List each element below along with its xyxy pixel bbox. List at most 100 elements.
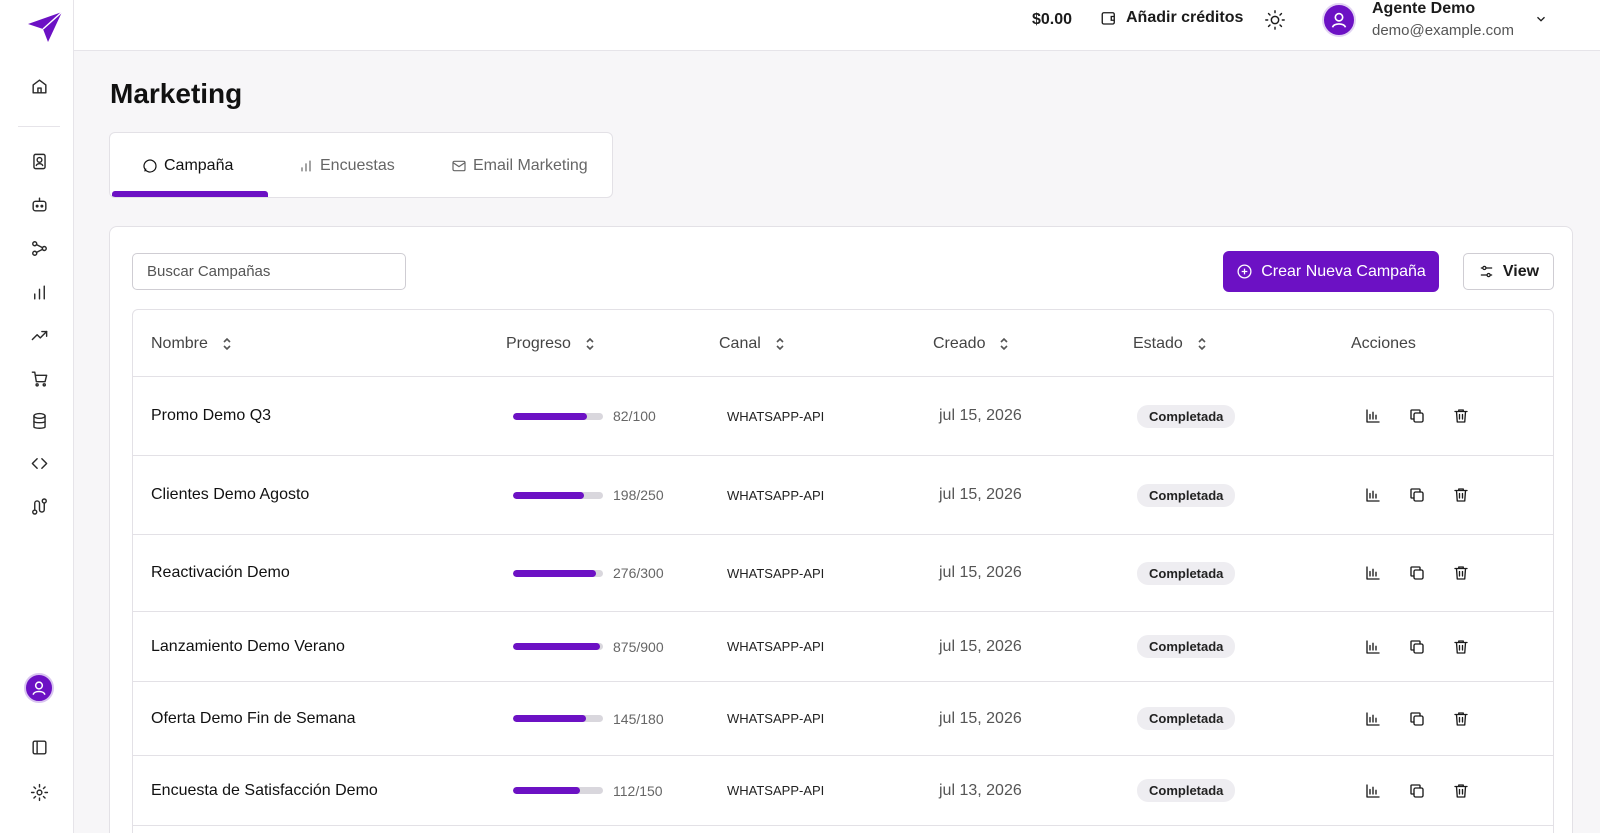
campaign-name[interactable]: Oferta Demo Fin de Semana — [151, 709, 356, 727]
code-icon[interactable] — [22, 446, 56, 480]
table-row: Clientes Demo Agosto 198/250 WHATSAPP-AP… — [133, 456, 1553, 535]
stats-icon[interactable] — [1363, 485, 1383, 505]
trash-icon[interactable] — [1451, 637, 1471, 657]
stats-icon[interactable] — [1363, 563, 1383, 583]
stats-icon[interactable] — [1363, 637, 1383, 657]
campaigns-table: Nombre Progreso Canal Creado Estado Acci… — [132, 309, 1554, 833]
actions-cell — [1363, 456, 1471, 534]
actions-cell — [1363, 682, 1471, 755]
mail-icon — [452, 160, 466, 172]
sun-icon[interactable] — [1264, 9, 1286, 31]
column-header-estado[interactable]: Estado — [1133, 310, 1207, 377]
tab-campana[interactable]: Campaña — [142, 133, 233, 197]
settings-icon[interactable] — [22, 775, 56, 809]
progress-text: 112/150 — [613, 782, 663, 799]
progress-fill — [513, 643, 601, 650]
table-row: Lanzamiento Demo Verano 875/900 WHATSAPP… — [133, 612, 1553, 682]
status-cell: Completada — [1137, 612, 1236, 681]
trash-icon[interactable] — [1451, 485, 1471, 505]
workflow-icon[interactable] — [22, 231, 56, 265]
progress-fill — [513, 787, 581, 794]
search-input[interactable]: Buscar Campañas — [132, 253, 406, 290]
copy-icon[interactable] — [1407, 563, 1427, 583]
stats-icon[interactable] — [1363, 709, 1383, 729]
copy-icon[interactable] — [1407, 637, 1427, 657]
trending-up-icon[interactable] — [22, 318, 56, 352]
tab-email-marketing[interactable]: Email Marketing — [451, 133, 588, 197]
column-header-creado[interactable]: Creado — [933, 310, 1009, 377]
progress-text: 145/180 — [613, 710, 664, 727]
copy-icon[interactable] — [1407, 781, 1427, 801]
campaign-name[interactable]: Promo Demo Q3 — [151, 407, 272, 424]
bar-chart-icon[interactable] — [22, 275, 56, 309]
sidebar-user-avatar-icon[interactable] — [24, 673, 54, 703]
database-icon[interactable] — [22, 404, 56, 438]
progress-bar — [513, 643, 603, 650]
status-cell: Completada — [1137, 535, 1236, 611]
campaign-name[interactable]: Encuesta de Satisfacción Demo — [151, 781, 378, 799]
home-icon[interactable] — [22, 69, 56, 103]
progress-bar — [513, 491, 603, 499]
tab-encuestas[interactable]: Encuestas — [298, 133, 395, 197]
progress-cell: 82/100 — [513, 377, 656, 455]
actions-cell — [1363, 377, 1471, 455]
channel: WHATSAPP-API — [727, 408, 825, 424]
user-avatar-icon[interactable] — [1322, 3, 1356, 37]
channel: WHATSAPP-API — [727, 565, 825, 581]
campaign-name[interactable]: Lanzamiento Demo Verano — [151, 637, 345, 655]
active-tab-indicator — [112, 191, 268, 197]
sort-icon — [776, 337, 784, 350]
campaign-name[interactable]: Clientes Demo Agosto — [151, 486, 310, 503]
sort-icon — [1198, 337, 1206, 350]
stats-icon[interactable] — [1363, 781, 1383, 801]
campaign-name[interactable]: Reactivación Demo — [151, 564, 290, 581]
sidebar — [0, 0, 74, 833]
trash-icon[interactable] — [1451, 709, 1471, 729]
created-date: jul 13, 2026 — [939, 781, 1022, 799]
progress-cell: 276/300 — [513, 535, 664, 611]
status-cell: Completada — [1137, 377, 1236, 455]
progress-cell: 112/150 — [513, 756, 663, 825]
wallet-icon — [1101, 12, 1115, 25]
create-campaign-button[interactable]: Crear Nueva Campaña — [1223, 251, 1439, 292]
top-bar: $0.00 Añadir créditos Agente Demo demo@e… — [74, 0, 1600, 51]
stats-icon[interactable] — [1363, 406, 1383, 426]
channel: WHATSAPP-API — [727, 783, 825, 798]
trash-icon[interactable] — [1451, 563, 1471, 583]
progress-cell: 875/900 — [513, 612, 664, 681]
trash-icon[interactable] — [1451, 406, 1471, 426]
created-date: jul 15, 2026 — [939, 564, 1022, 581]
column-header-progreso[interactable]: Progreso — [506, 310, 595, 377]
actions-cell — [1363, 612, 1471, 681]
table-row: Reactivación Demo 276/300 WHATSAPP-API j… — [133, 535, 1553, 612]
actions-cell — [1363, 535, 1471, 611]
progress-fill — [513, 412, 587, 420]
contacts-icon[interactable] — [22, 144, 56, 178]
view-button[interactable]: View — [1463, 253, 1554, 290]
progress-text: 875/900 — [613, 638, 664, 655]
paper-plane-logo-icon[interactable] — [26, 10, 66, 44]
message-circle-icon — [143, 159, 157, 173]
sidebar-divider — [18, 126, 60, 127]
progress-bar — [513, 787, 603, 794]
column-header-canal[interactable]: Canal — [719, 310, 785, 377]
trash-icon[interactable] — [1451, 781, 1471, 801]
copy-icon[interactable] — [1407, 406, 1427, 426]
progress-bar — [513, 569, 603, 577]
bot-icon[interactable] — [22, 187, 56, 221]
bar-chart-icon — [301, 160, 311, 172]
cart-icon[interactable] — [22, 361, 56, 395]
panel-toggle-icon[interactable] — [22, 730, 56, 764]
route-icon[interactable] — [22, 489, 56, 523]
progress-bar — [513, 412, 603, 420]
copy-icon[interactable] — [1407, 485, 1427, 505]
status-cell: Completada — [1137, 682, 1236, 755]
add-credits-button[interactable]: Añadir créditos — [1100, 9, 1243, 27]
progress-text: 82/100 — [613, 408, 656, 424]
chevron-down-icon[interactable] — [1534, 12, 1548, 26]
actions-cell — [1363, 756, 1471, 825]
status-badge: Completada — [1137, 707, 1236, 730]
column-header-nombre[interactable]: Nombre — [151, 310, 232, 377]
progress-fill — [513, 569, 596, 577]
copy-icon[interactable] — [1407, 709, 1427, 729]
